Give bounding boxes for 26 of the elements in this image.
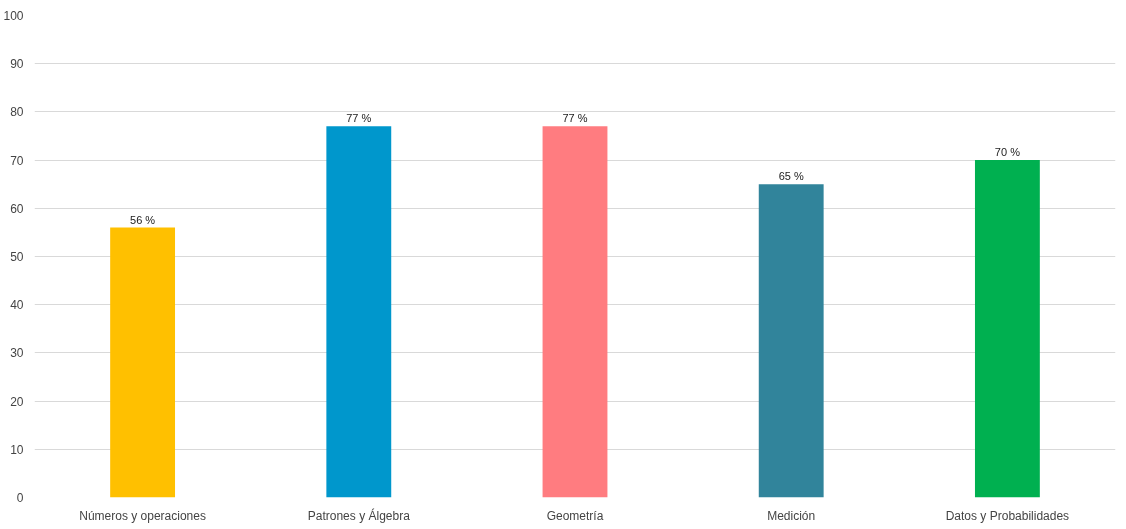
y-tick-label: 60 — [10, 201, 24, 216]
x-tick-label: Números y operaciones — [79, 508, 206, 523]
x-tick-label: Medición — [767, 508, 816, 523]
data-label: 56 % — [130, 213, 156, 226]
bar — [758, 184, 824, 498]
y-tick-label: 100 — [3, 9, 24, 23]
y-tick-label: 10 — [10, 442, 24, 457]
bar — [326, 126, 392, 498]
y-tick-label: 40 — [10, 298, 24, 313]
y-tick-label: 70 — [10, 153, 24, 168]
bar — [974, 160, 1040, 498]
data-label: 77 % — [346, 112, 372, 125]
bar — [110, 227, 176, 498]
y-tick-label: 20 — [10, 394, 24, 409]
y-tick-label: 0 — [16, 491, 24, 505]
data-label: 77 % — [562, 112, 588, 125]
x-tick-label: Patrones y Álgebra — [307, 507, 411, 523]
y-tick-label: 50 — [10, 250, 24, 264]
bar — [542, 126, 608, 498]
x-tick-label: Datos y Probabilidades — [945, 508, 1070, 523]
y-tick-label: 80 — [10, 105, 24, 120]
y-tick-label: 30 — [10, 346, 24, 361]
data-label: 70 % — [994, 146, 1021, 159]
data-label: 65 % — [778, 170, 804, 183]
y-tick-label: 90 — [10, 57, 24, 72]
x-tick-label: Geometría — [546, 508, 604, 523]
